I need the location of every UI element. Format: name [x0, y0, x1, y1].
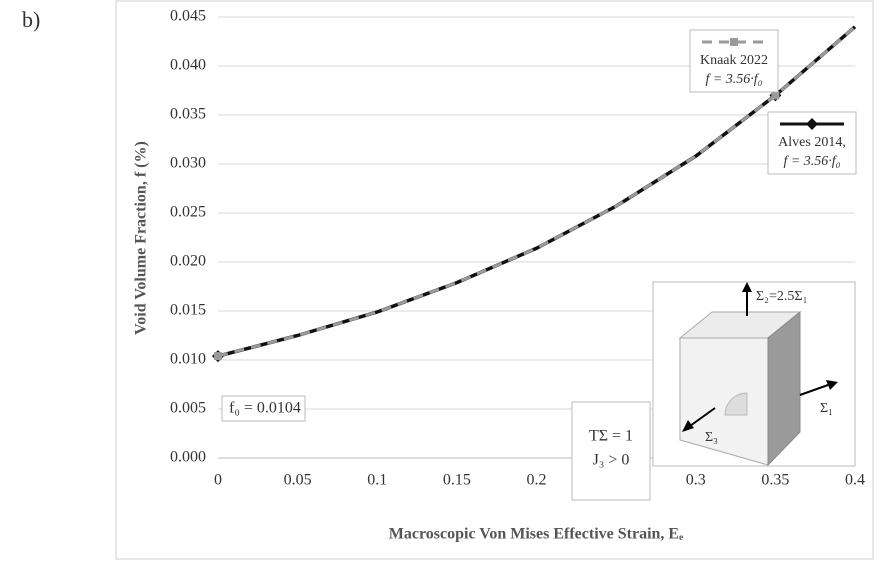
inset-label: Σ₂=2.5Σ₁ [756, 289, 807, 304]
arrow-head [742, 282, 752, 292]
arrow [799, 384, 829, 396]
x-axis-title: Macroscopic Von Mises Effective Strain, … [389, 526, 683, 543]
arrow [689, 407, 716, 427]
y-tick-label: 0.005 [170, 400, 206, 417]
y-axis-title: Void Volume Fraction, f (%) [133, 141, 150, 335]
x-tick-label: 0.15 [443, 472, 471, 489]
legend-marker [730, 38, 738, 46]
legend-marker [806, 118, 818, 130]
y-tick-label: 0.000 [170, 449, 206, 466]
x-tick-label: 0 [214, 472, 222, 489]
y-tick-label: 0.015 [170, 302, 206, 319]
arrow-head [682, 420, 694, 432]
series-line [217, 25, 856, 358]
y-tick-label: 0.020 [170, 253, 206, 270]
marker [214, 352, 222, 361]
inset: Σ₂=2.5Σ₁ Σ₁ Σ₃ [652, 281, 856, 467]
y-tick-label: 0.045 [170, 8, 206, 25]
panel-label: b) [22, 7, 40, 32]
x-tick-label: 0.3 [686, 472, 706, 489]
x-tick-label: 0.05 [284, 472, 312, 489]
cube-side [767, 310, 801, 467]
legend-label: Knaak 2022 [700, 53, 768, 68]
void [724, 392, 748, 416]
legend-note: f = 3.56·f₀ [705, 72, 762, 87]
x-tick-label: 0.2 [527, 472, 547, 489]
marker [771, 91, 780, 100]
annotation-box [571, 401, 651, 501]
y-tick-label: 0.035 [170, 106, 206, 123]
legend-note: f = 3.56·f₀ [783, 154, 840, 169]
legend-label: Alves 2014, [778, 135, 846, 150]
y-tick-label: 0.030 [170, 155, 206, 172]
x-tick-label: 0.4 [845, 472, 865, 489]
x-tick-label: 0.35 [761, 472, 789, 489]
annotation-box [221, 395, 306, 422]
y-tick-label: 0.010 [170, 351, 206, 368]
x-tick-label: 0.1 [367, 472, 387, 489]
y-tick-label: 0.025 [170, 204, 206, 221]
inset-label: Σ₁ [820, 401, 833, 416]
inset-label: Σ₃ [705, 430, 718, 445]
annotation: f₀ = 0.0104 [229, 400, 301, 417]
annotation: J₃ > 0 [593, 452, 630, 469]
annotation: TΣ = 1 [589, 428, 633, 445]
y-tick-label: 0.040 [170, 57, 206, 74]
arrow-head [826, 380, 838, 390]
